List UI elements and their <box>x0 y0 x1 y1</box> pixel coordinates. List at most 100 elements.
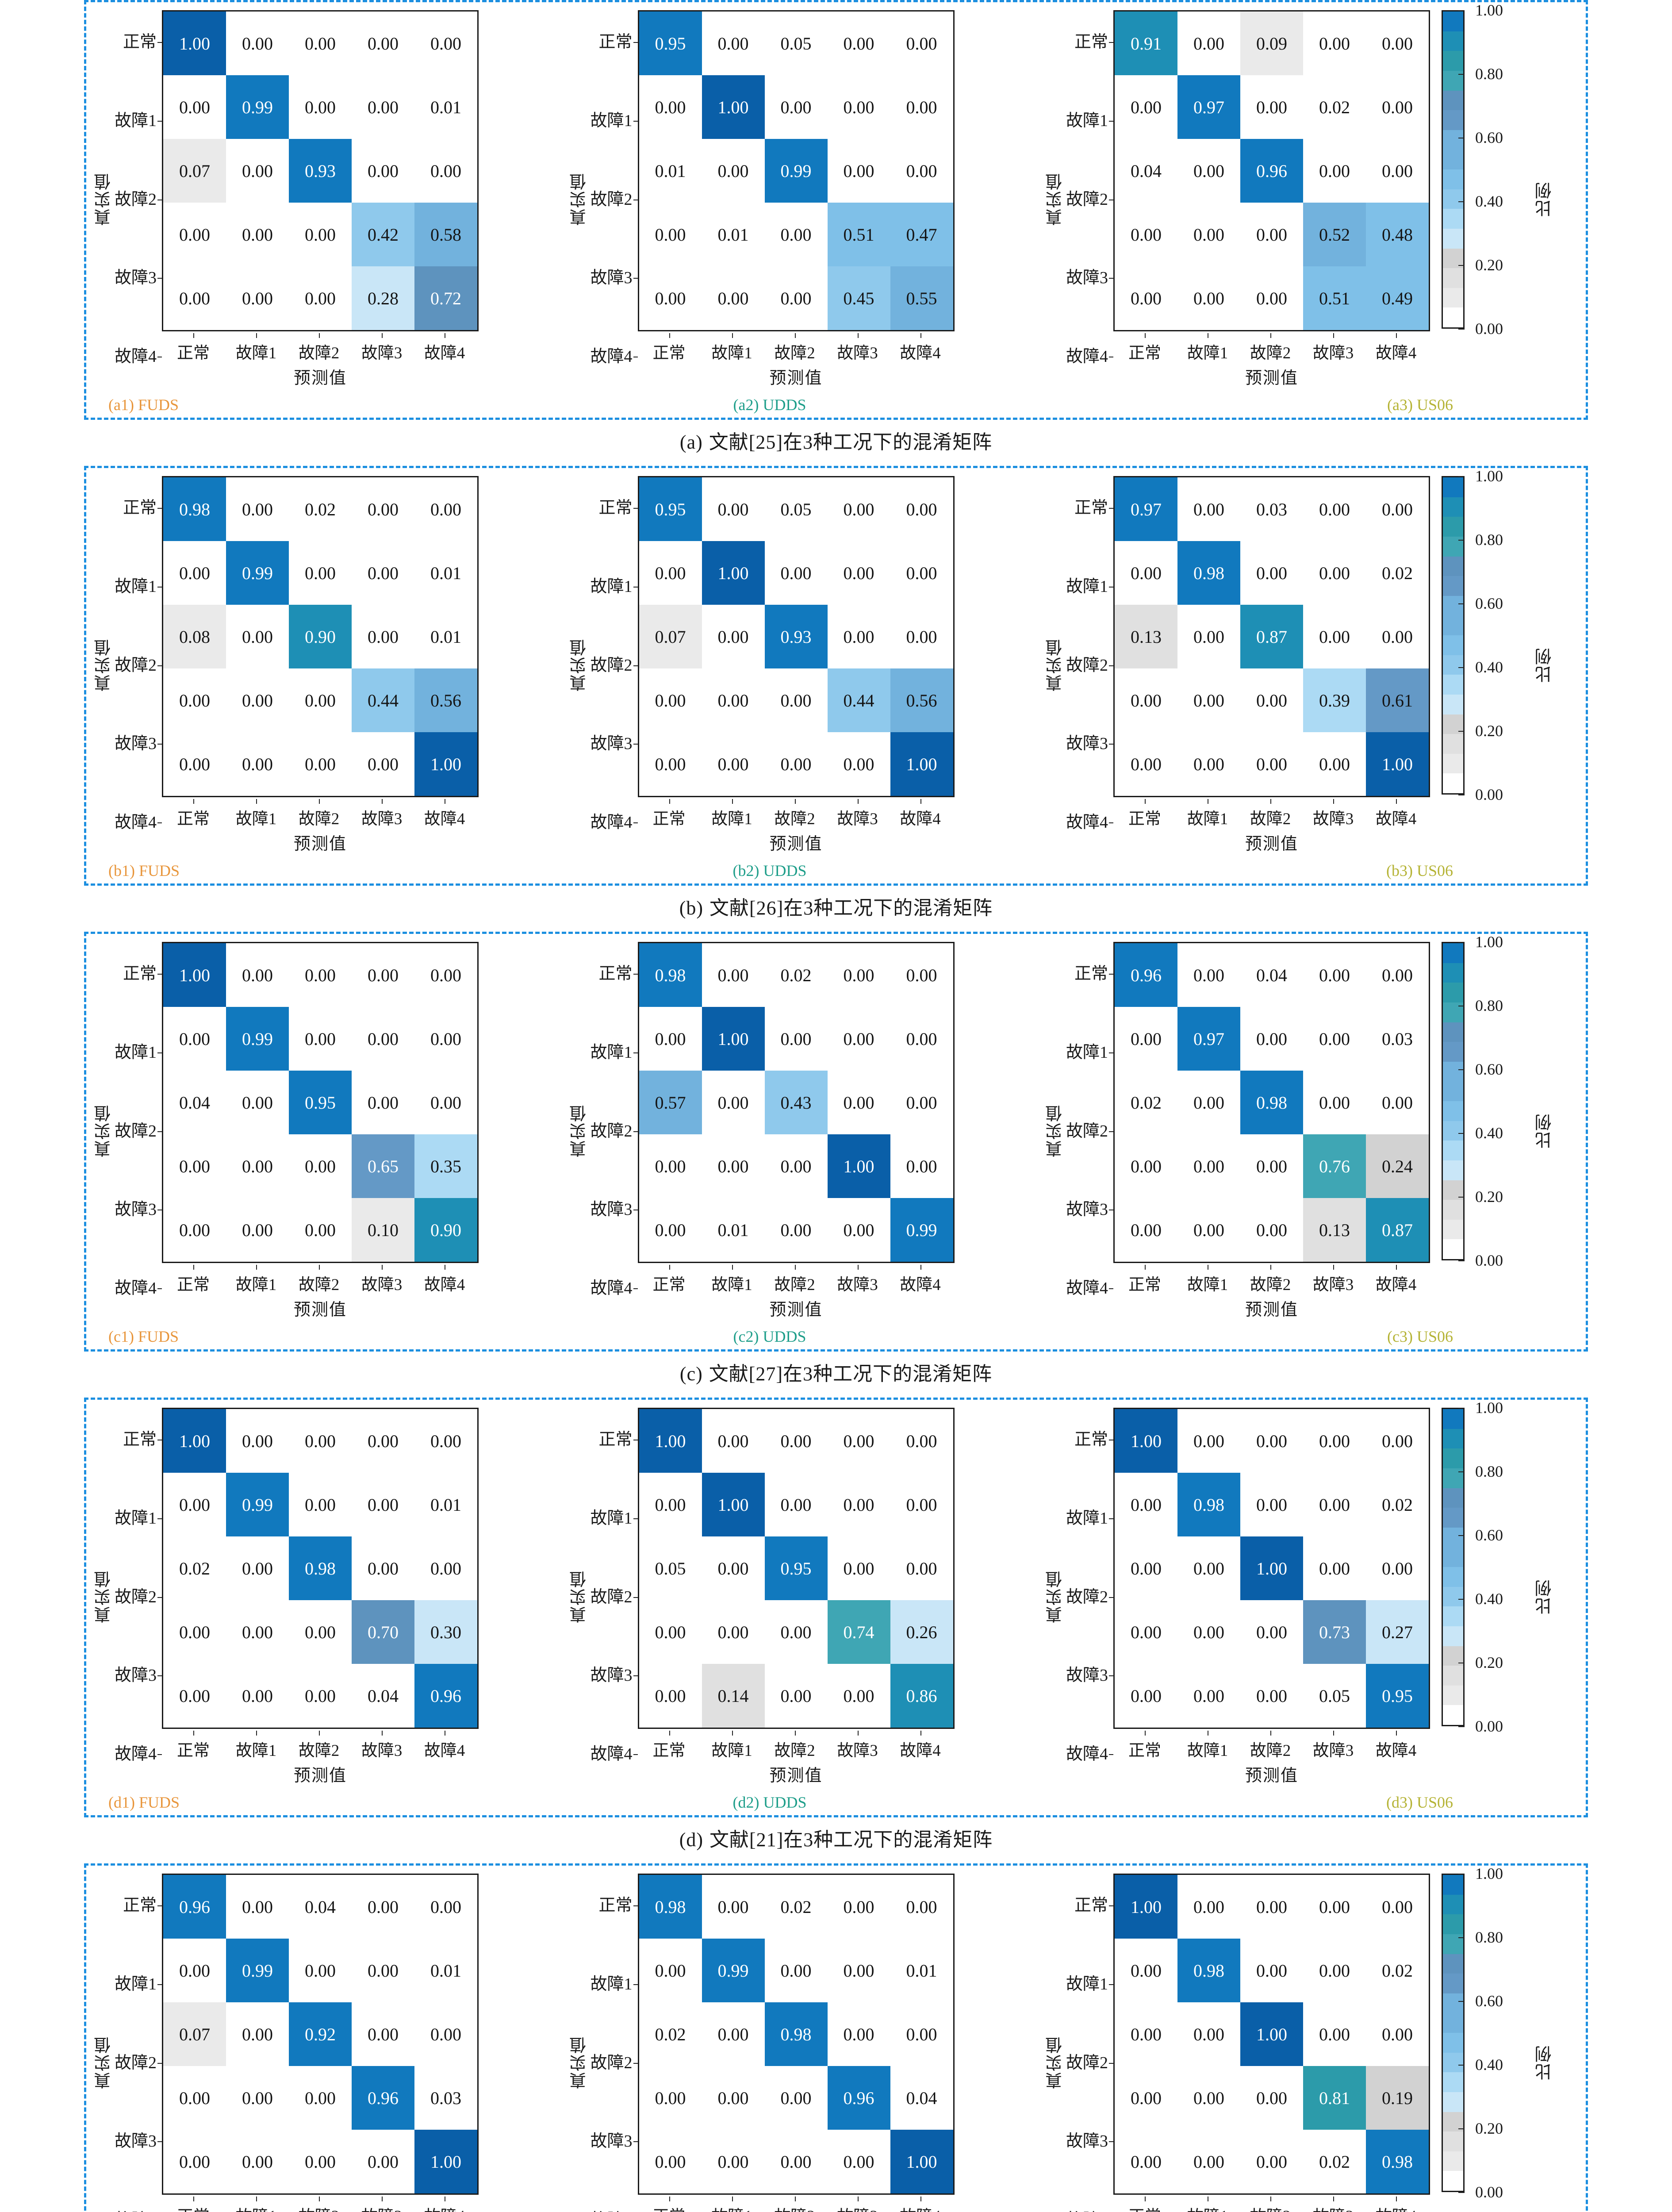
matrix-cell: 0.00 <box>1240 1939 1303 2002</box>
matrix-cell: 0.00 <box>639 2130 702 2193</box>
colorbar-tick-text: 0.60 <box>1475 1992 1503 2010</box>
matrix-cell: 0.03 <box>414 2066 478 2130</box>
matrix-cell: 0.00 <box>639 75 702 139</box>
matrix-cell: 0.00 <box>163 2130 226 2193</box>
matrix-cell: 0.00 <box>1177 12 1240 75</box>
matrix-cell: 0.00 <box>827 1939 890 2002</box>
colorbar-tick-text: 0.20 <box>1475 722 1503 740</box>
matrix-cell: 0.00 <box>163 203 226 266</box>
row-tick-label: 故障1 <box>590 1486 638 1550</box>
heatmap-grid: 0.95 0.00 0.05 0.00 0.00 0.00 1.00 0.00 0.00 0.00… <box>639 477 953 796</box>
matrix-with-axes: 真实值 正常 故障1 故障2 故障3 故障4 0.95 0.00 0.05 0.00 0.00 0.0… <box>566 10 955 388</box>
matrix-cell: 0.00 <box>1177 1409 1240 1473</box>
matrix-cell: 0.47 <box>890 203 953 266</box>
column-tick-label: 故障3 <box>1302 799 1365 829</box>
row-tick-labels: 正常故障1 故障2 故障3 故障4 <box>1066 476 1113 854</box>
matrix-cell: 0.01 <box>414 541 478 605</box>
row-tick-label: 故障2 <box>1066 168 1113 231</box>
matrix-cell: 0.00 <box>827 1071 890 1134</box>
matrix-cell: 0.00 <box>1303 732 1366 796</box>
matrix-cell: 0.00 <box>702 1600 765 1664</box>
matrix-cell: 0.00 <box>764 1473 828 1536</box>
matrix-cell: 0.00 <box>702 732 765 796</box>
colorbar-segment <box>1442 1547 1463 1567</box>
row-tick-label: 故障1 <box>1066 1021 1113 1084</box>
colorbar-segment <box>1442 655 1463 675</box>
matrix-cell: 0.00 <box>827 2002 890 2066</box>
confusion-matrix-panel-b1: 真实值 正常 故障1 故障2 故障3 故障4 0.98 0.00 0.02 0.00 0.00 0.0… <box>91 476 479 854</box>
matrix-cell: 0.00 <box>890 943 953 1007</box>
column-tick-label: 故障4 <box>413 1265 476 1295</box>
row-tick-label: 故障1 <box>590 555 638 618</box>
matrix-cell: 0.00 <box>352 943 415 1007</box>
colorbar-segment <box>1442 268 1463 288</box>
matrix-cell: 0.00 <box>1177 2066 1240 2130</box>
caption-text: 文献[26]在3种工况下的混淆矩阵 <box>709 897 993 919</box>
matrix-cell: 0.00 <box>890 1875 953 1939</box>
colorbar-segment <box>1442 209 1463 229</box>
matrix-cell: 0.99 <box>226 1007 289 1071</box>
matrix-cell: 0.05 <box>1303 1664 1366 1728</box>
matrix-cell: 0.02 <box>1303 75 1366 139</box>
colorbar-segment <box>1442 497 1463 517</box>
sub-caption-row: (b1) FUDS (b2) UDDS (b3) US06 <box>91 861 1581 880</box>
colorbar-tick-label: 0.40 <box>1458 658 1503 676</box>
matrix-cell: 0.00 <box>1303 1409 1366 1473</box>
colorbar-segment <box>1442 307 1463 327</box>
colorbar-segment <box>1442 615 1463 635</box>
colorbar-segment <box>1442 1200 1463 1220</box>
colorbar-segment <box>1442 150 1463 169</box>
matrix-cell: 0.96 <box>827 2066 890 2130</box>
matrix-cell: 0.98 <box>1177 1939 1240 2002</box>
matrix-cell: 0.00 <box>764 732 828 796</box>
row-tick-label: 故障4 <box>590 325 638 388</box>
matrix-cell: 0.00 <box>414 2002 478 2066</box>
heatmap-grid: 0.97 0.00 0.03 0.00 0.00 0.00 0.98 0.00 0.00 0.02… <box>1114 477 1429 796</box>
matrix-cell: 0.00 <box>827 943 890 1007</box>
y-axis-title: 真实值 <box>570 1104 589 1158</box>
matrix-cell: 0.00 <box>1177 1600 1240 1664</box>
matrix-cell: 0.00 <box>289 1134 352 1198</box>
matrix-cell: 0.00 <box>702 2066 765 2130</box>
column-tick-label: 故障2 <box>1239 1265 1302 1295</box>
colorbar-segment <box>1442 1488 1463 1508</box>
matrix-cell: 0.00 <box>1177 477 1240 541</box>
colorbar: 1.00 0.80 0.60 0.40 0.20 0.00 比例 <box>1441 467 1581 854</box>
matrix-border: 0.97 0.00 0.03 0.00 0.00 0.00 0.98 0.00 0.00 0.02… <box>1113 476 1430 797</box>
colorbar-segment <box>1442 1180 1463 1200</box>
column-tick-label: 正常 <box>638 2197 701 2212</box>
block-caption-b: (b) 文献[26]在3种工况下的混淆矩阵 <box>84 892 1588 920</box>
matrix-cell: 0.01 <box>414 1939 478 2002</box>
matrix-cell: 0.00 <box>226 139 289 203</box>
matrix-cell: 0.03 <box>1365 1007 1429 1071</box>
matrix-cell: 0.00 <box>414 943 478 1007</box>
colorbar-tick-text: 0.20 <box>1475 1654 1503 1671</box>
column-tick-label: 正常 <box>162 799 225 829</box>
row-tick-label: 故障1 <box>1066 1486 1113 1550</box>
matrix-cell: 0.00 <box>226 12 289 75</box>
column-tick-label: 故障4 <box>413 1731 476 1761</box>
column-tick-label: 故障4 <box>413 2197 476 2212</box>
matrix-cell: 0.00 <box>702 1875 765 1939</box>
row-tick-label: 故障4 <box>590 1256 638 1320</box>
colorbar-segment <box>1442 1954 1463 1974</box>
matrix-cell: 1.00 <box>163 943 226 1007</box>
matrix-cell: 0.00 <box>1114 2066 1177 2130</box>
matrix-cell: 0.00 <box>352 1007 415 1071</box>
colorbar-tick-text: 0.00 <box>1475 786 1503 803</box>
dashed-frame: 真实值 正常 故障1 故障2 故障3 故障4 0.98 0.00 0.02 0.00 0.00 0.0… <box>84 466 1588 886</box>
matrix-cell: 0.00 <box>226 1409 289 1473</box>
colorbar-segment <box>1442 1875 1463 1895</box>
colorbar-segment <box>1442 773 1463 793</box>
matrix-column: 0.97 0.00 0.03 0.00 0.00 0.00 0.98 0.00 0.00 0.02… <box>1113 476 1430 854</box>
matrix-cell: 0.95 <box>764 1536 828 1600</box>
matrix-cell: 0.00 <box>1177 266 1240 330</box>
column-tick-label: 故障3 <box>350 2197 413 2212</box>
row-tick-label: 故障2 <box>590 1099 638 1163</box>
colorbar-tick-text: 0.40 <box>1475 1590 1503 1608</box>
matrix-cell: 0.00 <box>827 605 890 668</box>
matrix-cell: 0.00 <box>1177 1536 1240 1600</box>
colorbar-segment <box>1442 1409 1463 1429</box>
